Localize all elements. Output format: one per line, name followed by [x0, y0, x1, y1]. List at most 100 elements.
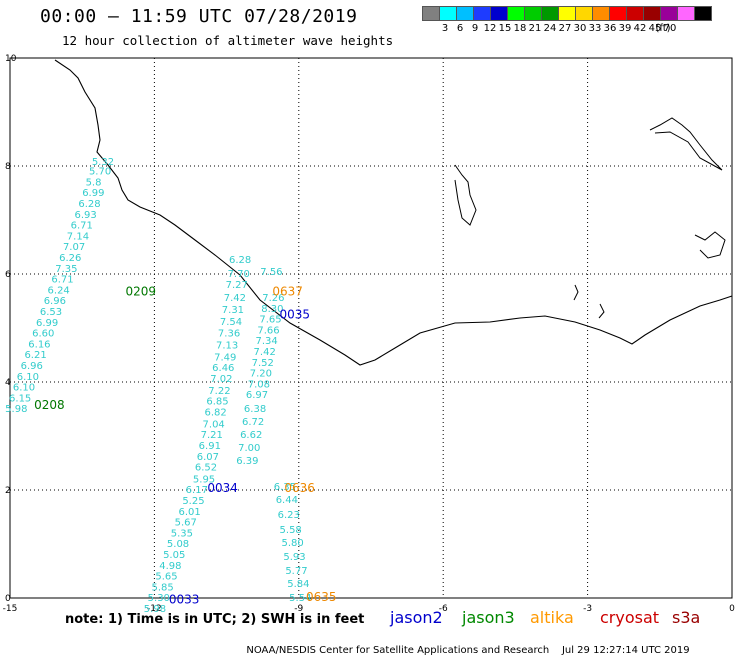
swh-value: 6.71 [51, 275, 73, 286]
legend-item-s3a: s3a [672, 608, 701, 627]
swh-value: 6.24 [48, 285, 70, 296]
swh-value: 5.58 [280, 525, 302, 536]
swh-value: 6.01 [178, 507, 200, 518]
swh-value: 6.28 [78, 199, 100, 210]
swh-value: 5.70 [89, 167, 111, 178]
y-tick-label: 2 [5, 486, 11, 496]
swh-value: 7.14 [67, 231, 89, 242]
x-tick-label: -12 [147, 604, 162, 614]
coastline-main [54, 59, 733, 366]
color-scale-label: 27 [558, 23, 572, 34]
swh-value: 5.05 [163, 550, 185, 561]
legend-item-jason3: jason3 [462, 608, 515, 627]
swh-value: 7.34 [255, 336, 277, 347]
swh-value: 6.99 [82, 188, 104, 199]
map-subtitle: 12 hour collection of altimeter wave hei… [62, 33, 394, 48]
swh-value: 6.10 [17, 372, 39, 383]
swh-value: 4.98 [159, 561, 181, 572]
swh-value: 6.39 [236, 456, 258, 467]
color-scale-label: 6 [456, 23, 464, 34]
swh-value: 5.65 [155, 572, 177, 583]
color-scale-label: 24 [543, 23, 557, 34]
swh-value: 6.72 [242, 417, 264, 428]
swh-value: 8.30 [261, 304, 283, 315]
color-scale-label: 30 [573, 23, 587, 34]
x-tick-label: -15 [3, 604, 18, 614]
swh-value: 5.85 [152, 582, 174, 593]
coastline-island [649, 117, 723, 171]
swh-value: 7.42 [254, 347, 276, 358]
map-title: 00:00 — 11:59 UTC 07/28/2019 [40, 6, 358, 27]
y-tick-label: 10 [5, 54, 17, 64]
swh-value: 7.54 [220, 317, 242, 328]
swh-value: 5.93 [283, 552, 305, 563]
swh-value: 7.31 [222, 305, 244, 316]
coastline [54, 59, 733, 366]
swh-value: 5.95 [193, 474, 215, 485]
swh-value: 5.67 [175, 518, 197, 529]
credit-line: NOAA/NESDIS Center for Satellite Applica… [240, 634, 689, 656]
color-scale-label: 3 [441, 23, 449, 34]
swh-value: 7.02 [210, 374, 232, 385]
coastline-island [573, 284, 579, 301]
color-scale-label: 70 [663, 23, 677, 34]
swh-value: 7.36 [218, 329, 240, 340]
swh-value: 6.46 [212, 363, 234, 374]
swh-value: 5.98 [144, 604, 166, 615]
swh-value: 7.04 [203, 419, 225, 430]
swh-value: 7.26 [262, 293, 284, 304]
swh-value: 6.28 [229, 255, 251, 266]
map-frame [9, 57, 733, 599]
swh-value: 6.62 [240, 430, 262, 441]
swh-value: 5.54 [289, 593, 311, 604]
pass-time-label: 0636 [284, 481, 315, 495]
swh-value: 6.93 [74, 210, 96, 221]
pass-time-label: 0033 [169, 592, 200, 606]
swh-value: 7.70 [228, 269, 250, 280]
swh-value: 6.97 [246, 390, 268, 401]
swh-value: 5.80 [281, 538, 303, 549]
swh-value: 6.15 [9, 393, 31, 404]
y-tick-label: 6 [5, 270, 11, 280]
swh-value: 6.23 [278, 510, 300, 521]
color-scale-label: 33 [588, 23, 602, 34]
swh-value: 7.52 [252, 358, 274, 369]
swh-value: 6.44 [276, 495, 298, 506]
swh-value: 7.27 [226, 280, 248, 291]
pass-time-label: 0208 [34, 398, 65, 412]
swh-value: 6.53 [40, 307, 62, 318]
swh-value: 7.66 [257, 325, 279, 336]
coastline-island [694, 231, 726, 259]
swh-value: 5.08 [167, 539, 189, 550]
x-tick-label: -6 [439, 604, 448, 614]
swh-value: 7.07 [63, 242, 85, 253]
x-tick-label: 0 [729, 604, 735, 614]
swh-value: 5.77 [285, 566, 307, 577]
y-tick-label: 4 [5, 378, 11, 388]
swh-value: 7.65 [259, 315, 281, 326]
satellite-tracks: 5.325.705.86.996.286.936.717.147.076.267… [5, 157, 336, 615]
swh-value: 6.96 [21, 361, 43, 372]
swh-value: 6.60 [32, 329, 54, 340]
swh-value: 7.08 [248, 379, 270, 390]
color-scale-labels: 3 6 9 12 15 18 21 24 27 30 33 36 39 42 45 70 (ft) [422, 21, 711, 34]
color-scale-label: 21 [528, 23, 542, 34]
footer-note: note: 1) Time is in UTC; 2) SWH is in fe… [65, 612, 365, 627]
swh-value: 5.98 [5, 404, 27, 415]
swh-value: 6.96 [44, 296, 66, 307]
swh-value: 7.56 [260, 267, 282, 278]
swh-value: 6.17 [186, 485, 208, 496]
coastline-island [454, 164, 477, 226]
swh-value: 7.35 [55, 264, 77, 275]
swh-value: 7.49 [214, 352, 236, 363]
color-scale-label: 42 [633, 23, 647, 34]
swh-value: 5.35 [171, 528, 193, 539]
swh-value: 5.30 [148, 593, 170, 604]
pass-time-label: 0035 [280, 307, 311, 321]
color-scale: 3 6 9 12 15 18 21 24 27 30 33 36 39 42 45 70 (ft) [422, 6, 712, 34]
x-tick-label: -9 [294, 604, 303, 614]
color-scale-label: 9 [471, 23, 479, 34]
color-scale-label: 12 [483, 23, 497, 34]
swh-value: 7.42 [224, 293, 246, 304]
credit-text: NOAA/NESDIS Center for Satellite Applica… [246, 645, 550, 656]
